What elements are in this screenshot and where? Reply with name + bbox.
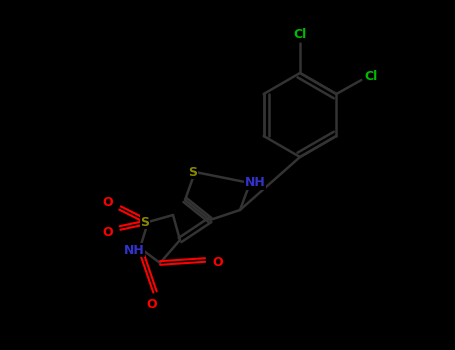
Text: S: S <box>141 216 150 229</box>
Text: O: O <box>212 257 223 270</box>
Text: O: O <box>103 196 113 210</box>
Text: Cl: Cl <box>365 70 378 84</box>
Text: O: O <box>147 299 157 312</box>
Text: NH: NH <box>245 176 265 189</box>
Text: S: S <box>188 166 197 178</box>
Text: Cl: Cl <box>293 28 307 42</box>
Text: NH: NH <box>124 244 144 257</box>
Text: O: O <box>103 226 113 239</box>
